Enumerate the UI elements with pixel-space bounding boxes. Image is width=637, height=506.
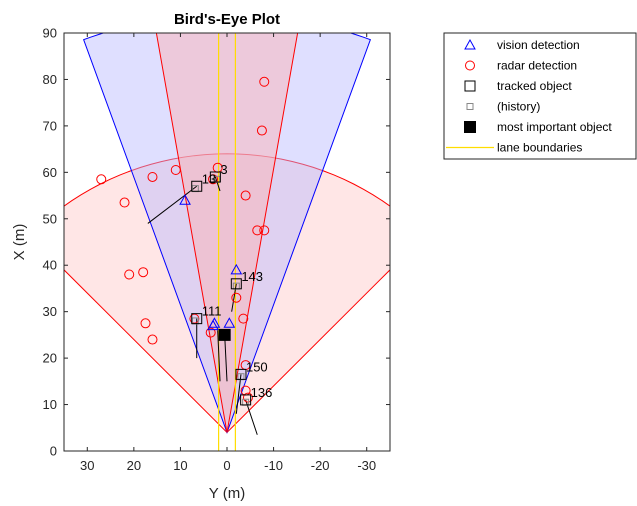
radar-detection-point — [256, 125, 267, 136]
tracked-object-point — [240, 394, 252, 406]
x-tick-label: -30 — [357, 458, 376, 473]
radar-detection-point — [259, 225, 270, 236]
radar-wide-coverage — [64, 153, 390, 434]
radar-detection-point — [252, 225, 263, 236]
x-tick-label: -20 — [311, 458, 330, 473]
velocity-line — [235, 374, 242, 414]
x-tick-label: 0 — [223, 458, 230, 473]
y-tick-label: 90 — [43, 26, 57, 41]
radar-long-coverage — [155, 33, 299, 433]
tracked-object-legend-swatch — [464, 80, 476, 92]
vision-coverage — [82, 33, 372, 434]
y-tick-label: 70 — [43, 118, 57, 133]
history-legend-swatch — [466, 103, 474, 110]
y-ticks: 0 10 20 30 40 50 60 70 80 90 — [43, 26, 390, 459]
lane-layer — [218, 33, 236, 451]
legend-box — [443, 32, 637, 160]
legend-entry-label: lane boundaries — [497, 141, 582, 155]
x-ticks: 30 20 10 0 -10 -20 -30 — [80, 33, 376, 473]
vision-detection-point — [223, 317, 236, 328]
y-tick-label: 10 — [43, 397, 57, 412]
y-tick-label: 60 — [43, 165, 57, 180]
vision-detection-point — [179, 194, 191, 205]
track-id-label: 150 — [246, 359, 268, 374]
tracked-object-point — [230, 278, 242, 290]
vision-detection-legend-swatch — [464, 38, 476, 50]
chart-title: Bird's-Eye Plot — [174, 11, 280, 28]
radar-detection-point — [238, 313, 249, 324]
radar-detection-point — [242, 392, 253, 403]
x-axis-label: Y (m) — [209, 485, 245, 502]
plot-area: 13 3 143 111 150 136 — [64, 33, 390, 451]
y-tick-label: 40 — [43, 258, 57, 273]
radar-detection-point — [208, 174, 219, 185]
radar-detection-point — [205, 327, 216, 338]
tracked-object-point — [191, 313, 203, 325]
radar-detection-point — [119, 197, 130, 208]
legend-entry-label: (history) — [497, 100, 540, 114]
track-id-label: 136 — [251, 385, 273, 400]
most-important-object-legend-swatch — [464, 121, 476, 133]
radar-detection-point — [140, 318, 151, 329]
radar-detection-point — [96, 174, 107, 185]
marker-layer: 13 3 143 111 150 136 — [96, 76, 273, 406]
legend-entry-label: tracked object — [497, 79, 572, 93]
radar-detection-point — [259, 76, 270, 87]
vision-detection-point — [230, 263, 243, 275]
radar-detection-point — [231, 292, 242, 303]
y-tick-label: 30 — [43, 304, 57, 319]
velocity-line — [147, 185, 198, 224]
track-id-label: 13 — [202, 171, 216, 186]
radar-detection-point — [124, 269, 135, 280]
y-tick-label: 50 — [43, 211, 57, 226]
radar-detection-point — [147, 334, 158, 345]
velocity-line — [214, 176, 221, 192]
radar-detection-point — [240, 190, 251, 201]
radar-detection-point — [170, 165, 181, 176]
y-tick-label: 80 — [43, 72, 57, 87]
tracked-object-point — [209, 171, 221, 183]
x-tick-label: -10 — [264, 458, 283, 473]
x-tick-label: 30 — [80, 458, 94, 473]
radar-detection-legend-swatch — [465, 60, 475, 71]
tracked-object-point — [235, 368, 247, 380]
velocity-line — [224, 334, 228, 382]
legend-entry-label: most important object — [497, 120, 612, 134]
velocity-line — [217, 330, 221, 382]
legend: vision detection radar detection tracked o… — [443, 32, 637, 160]
track-id-label: 143 — [241, 269, 263, 284]
coverage-layer — [64, 33, 390, 434]
tracked-object-point — [191, 180, 203, 192]
y-axis-label: X (m) — [11, 224, 28, 261]
radar-detection-point — [147, 171, 158, 182]
track-id-label: 111 — [202, 304, 222, 319]
x-tick-label: 10 — [173, 458, 187, 473]
legend-entry-label: vision detection — [497, 38, 580, 52]
y-tick-label: 20 — [43, 351, 57, 366]
track-id-label: 3 — [220, 162, 227, 177]
radar-detection-point — [138, 267, 149, 278]
y-tick-label: 0 — [50, 444, 57, 459]
vision-detection-point — [207, 319, 219, 331]
most-important-object-point — [218, 328, 231, 341]
x-tick-label: 20 — [127, 458, 141, 473]
legend-entry-label: radar detection — [497, 59, 577, 73]
